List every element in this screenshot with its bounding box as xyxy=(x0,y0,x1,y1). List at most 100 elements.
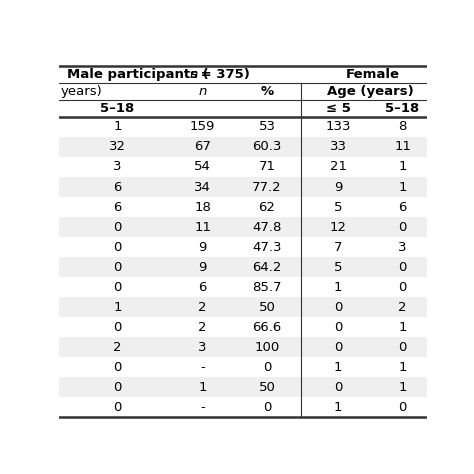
Text: = 375): = 375) xyxy=(196,68,250,81)
Text: 1: 1 xyxy=(398,381,407,394)
Bar xyxy=(59,337,427,357)
Text: 6: 6 xyxy=(199,281,207,293)
Text: 3: 3 xyxy=(199,341,207,354)
Text: 1: 1 xyxy=(398,361,407,374)
Text: 0: 0 xyxy=(398,341,407,354)
Text: 0: 0 xyxy=(113,320,121,334)
Text: 0: 0 xyxy=(263,361,271,374)
Text: 33: 33 xyxy=(330,140,347,154)
Text: 2: 2 xyxy=(113,341,122,354)
Text: 0: 0 xyxy=(263,401,271,414)
Bar xyxy=(59,117,427,137)
Text: 0: 0 xyxy=(398,220,407,234)
Text: $\it{n}$: $\it{n}$ xyxy=(189,68,198,81)
Text: 54: 54 xyxy=(194,161,211,173)
Text: Age (years): Age (years) xyxy=(327,85,414,98)
Text: 5: 5 xyxy=(334,201,343,213)
Text: 2: 2 xyxy=(398,301,407,314)
Text: 0: 0 xyxy=(113,361,121,374)
Bar xyxy=(59,197,427,217)
Text: 133: 133 xyxy=(326,120,351,134)
Text: 0: 0 xyxy=(398,401,407,414)
Text: 1: 1 xyxy=(113,120,122,134)
Text: 0: 0 xyxy=(113,241,121,254)
Bar xyxy=(59,217,427,237)
Text: 6: 6 xyxy=(113,201,121,213)
Text: 85.7: 85.7 xyxy=(252,281,282,293)
Text: 0: 0 xyxy=(334,320,342,334)
Text: -: - xyxy=(200,401,205,414)
Bar xyxy=(59,377,427,397)
Text: 1: 1 xyxy=(398,181,407,193)
Text: 0: 0 xyxy=(113,381,121,394)
Text: 5–18: 5–18 xyxy=(385,102,419,115)
Text: 0: 0 xyxy=(398,281,407,293)
Text: 67: 67 xyxy=(194,140,211,154)
Text: 159: 159 xyxy=(190,120,215,134)
Text: 5–18: 5–18 xyxy=(100,102,135,115)
Text: 9: 9 xyxy=(199,261,207,273)
Text: 9: 9 xyxy=(199,241,207,254)
Text: 50: 50 xyxy=(258,301,275,314)
Text: 50: 50 xyxy=(258,381,275,394)
Text: 66.6: 66.6 xyxy=(252,320,282,334)
Text: 1: 1 xyxy=(199,381,207,394)
Text: 12: 12 xyxy=(330,220,347,234)
Text: 1: 1 xyxy=(334,401,343,414)
Text: 0: 0 xyxy=(334,381,342,394)
Text: 53: 53 xyxy=(258,120,275,134)
Text: 0: 0 xyxy=(334,301,342,314)
Text: 3: 3 xyxy=(398,241,407,254)
Text: 100: 100 xyxy=(255,341,280,354)
Text: 47.8: 47.8 xyxy=(252,220,282,234)
Text: -: - xyxy=(200,361,205,374)
Text: 5: 5 xyxy=(334,261,343,273)
Text: 0: 0 xyxy=(113,281,121,293)
Text: 0: 0 xyxy=(113,401,121,414)
Text: 60.3: 60.3 xyxy=(252,140,282,154)
Text: 77.2: 77.2 xyxy=(252,181,282,193)
Text: 2: 2 xyxy=(199,301,207,314)
Text: 21: 21 xyxy=(330,161,347,173)
Text: 8: 8 xyxy=(398,120,407,134)
Text: 47.3: 47.3 xyxy=(252,241,282,254)
Text: 0: 0 xyxy=(334,341,342,354)
Bar xyxy=(59,237,427,257)
Text: 18: 18 xyxy=(194,201,211,213)
Bar xyxy=(59,257,427,277)
Text: 6: 6 xyxy=(113,181,121,193)
Bar xyxy=(59,137,427,157)
Bar xyxy=(59,157,427,177)
Text: 71: 71 xyxy=(258,161,275,173)
Text: 11: 11 xyxy=(394,140,411,154)
Text: 32: 32 xyxy=(109,140,126,154)
Bar xyxy=(59,177,427,197)
Text: %: % xyxy=(260,85,273,98)
Bar xyxy=(59,277,427,297)
Bar xyxy=(59,357,427,377)
Text: 6: 6 xyxy=(398,201,407,213)
Text: 1: 1 xyxy=(334,361,343,374)
Text: Female: Female xyxy=(346,68,400,81)
Text: 11: 11 xyxy=(194,220,211,234)
Text: 3: 3 xyxy=(113,161,122,173)
Text: $\it{n}$: $\it{n}$ xyxy=(198,85,207,98)
Text: 0: 0 xyxy=(113,261,121,273)
Text: 7: 7 xyxy=(334,241,343,254)
Bar xyxy=(59,317,427,337)
Text: Male participants (: Male participants ( xyxy=(67,68,209,81)
Text: 64.2: 64.2 xyxy=(252,261,282,273)
Text: 0: 0 xyxy=(398,261,407,273)
Text: 1: 1 xyxy=(398,320,407,334)
Text: 62: 62 xyxy=(258,201,275,213)
Text: 1: 1 xyxy=(398,161,407,173)
Text: 34: 34 xyxy=(194,181,211,193)
Bar xyxy=(59,297,427,317)
Text: 1: 1 xyxy=(113,301,122,314)
Text: 9: 9 xyxy=(334,181,342,193)
Text: 1: 1 xyxy=(334,281,343,293)
Text: ≤ 5: ≤ 5 xyxy=(326,102,351,115)
Bar xyxy=(59,397,427,417)
Text: years): years) xyxy=(61,85,102,98)
Text: 2: 2 xyxy=(199,320,207,334)
